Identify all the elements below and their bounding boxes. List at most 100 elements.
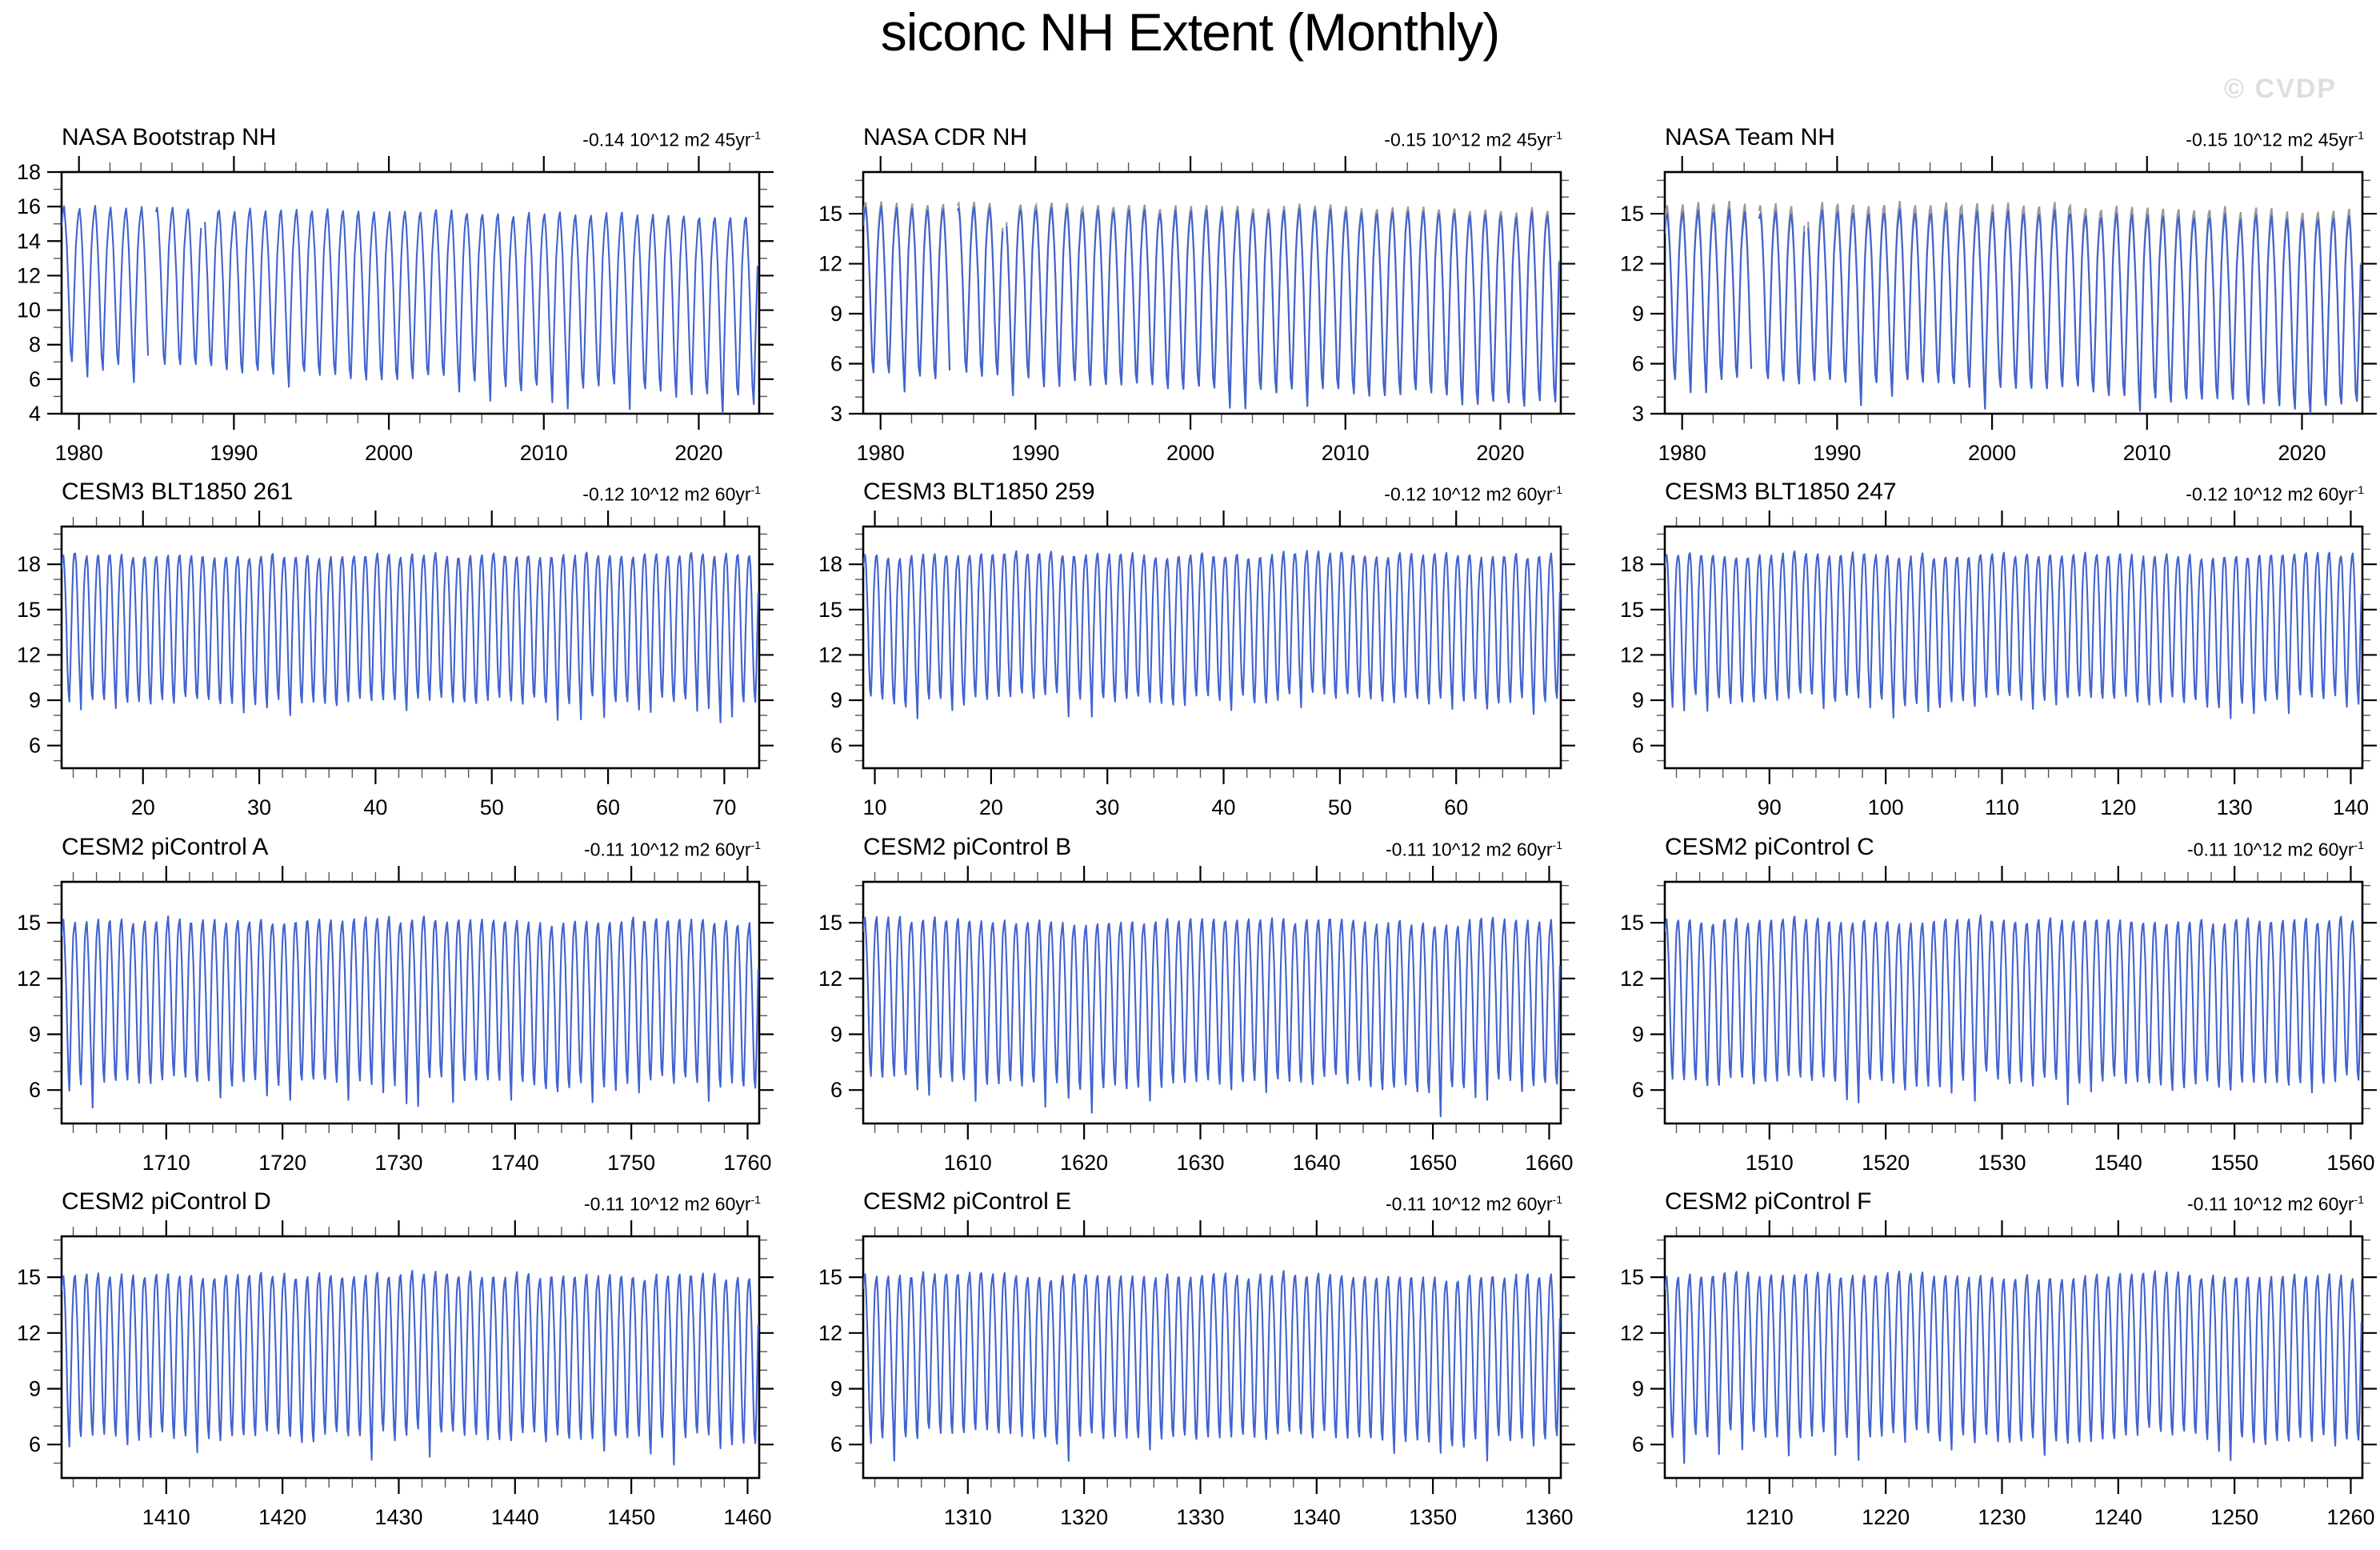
plot-frame [60, 525, 761, 770]
tick-label: 130 [2217, 795, 2253, 819]
tick-label: 50 [480, 795, 504, 819]
plot-title: CESM2 piControl E [863, 1188, 1072, 1215]
plot-frame [1663, 170, 2364, 415]
tick-label: 18 [17, 552, 41, 576]
tick-label: 1360 [1525, 1505, 1573, 1529]
tick-label: 15 [818, 1265, 842, 1289]
plot-trend-exponent: -1 [1552, 839, 1562, 852]
tick-label: 9 [1632, 688, 1644, 712]
tick-label: 16 [17, 194, 41, 218]
plot-canvas: 1980 1990 2000 2010 2020 4 6 8 10 12 14 16 18 [17, 156, 774, 465]
series-line [1665, 1270, 2362, 1464]
tick-label: 4 [29, 402, 41, 426]
tick-label: 9 [29, 1022, 41, 1046]
tick-label: 1540 [2094, 1151, 2142, 1175]
tick-label: 1310 [944, 1505, 992, 1529]
plot-trend-exponent: -1 [2354, 483, 2364, 497]
plot-trend-label: -0.12 10^12 m2 60yr-1 [2186, 484, 2364, 504]
plot-title: CESM3 BLT1850 247 [1665, 479, 1897, 505]
figure-title: siconc NH Extent (Monthly) [880, 2, 1501, 62]
plot-frame [60, 170, 761, 415]
tick-label: 15 [1620, 1265, 1644, 1289]
tick-label: 2020 [674, 441, 722, 465]
tick-label: 12 [17, 967, 41, 991]
tick-label: 2010 [520, 441, 568, 465]
tick-label: 110 [1985, 795, 2019, 819]
plot-trend-label: -0.14 10^12 m2 45yr-1 [582, 130, 761, 150]
tick-label: 10 [863, 795, 887, 819]
tick-label: 10 [17, 298, 41, 322]
plot-trend-exponent: -1 [750, 129, 761, 142]
tick-label: 1760 [723, 1151, 771, 1175]
panel-header: CESM2 piControl C -0.11 10^12 m2 60yr-1 [1665, 826, 2364, 859]
tick-label: 2000 [1166, 441, 1214, 465]
series-line [863, 550, 1561, 719]
panel-cesm2-picontrol-c: CESM2 piControl C -0.11 10^12 m2 60yr-1 15… [1609, 826, 2380, 1175]
tick-label: 1250 [2210, 1505, 2258, 1529]
tick-label: 9 [830, 302, 842, 326]
tick-label: 18 [818, 552, 842, 576]
panel-cesm2-picontrol-a: CESM2 piControl A -0.11 10^12 m2 60yr-1 17… [6, 826, 799, 1175]
panel-cesm2-picontrol-b: CESM2 piControl B -0.11 10^12 m2 60yr-1 16… [807, 826, 1601, 1175]
tick-label: 8 [29, 333, 41, 357]
tick-label: 120 [2100, 795, 2136, 819]
tick-label: 9 [1632, 1022, 1644, 1046]
tick-label: 12 [1620, 967, 1644, 991]
panel-header: CESM3 BLT1850 259 -0.12 10^12 m2 60yr-1 [863, 471, 1562, 504]
series-line [62, 915, 759, 1109]
series-line [1665, 914, 2362, 1106]
tick-label: 1980 [857, 441, 905, 465]
tick-label: 6 [1632, 734, 1644, 758]
plot-trend-exponent: -1 [2354, 1193, 2364, 1207]
plot-canvas: 1210 1220 1230 1240 1250 1260 6 9 12 15 [1620, 1220, 2377, 1529]
tick-label: 1980 [55, 441, 103, 465]
tick-label: 50 [1328, 795, 1352, 819]
plot-trend-exponent: -1 [1552, 483, 1562, 497]
tick-label: 12 [818, 643, 842, 667]
tick-label: 1440 [491, 1505, 539, 1529]
tick-label: 6 [830, 734, 842, 758]
series-line [1665, 550, 2362, 719]
tick-label: 12 [17, 643, 41, 667]
panel-header: CESM3 BLT1850 247 -0.12 10^12 m2 60yr-1 [1665, 471, 2364, 504]
plot-trend-label: -0.11 10^12 m2 60yr-1 [1386, 839, 1562, 859]
panel-header: CESM2 piControl B -0.11 10^12 m2 60yr-1 [863, 826, 1562, 859]
panel-header: CESM2 piControl D -0.11 10^12 m2 60yr-1 [62, 1180, 761, 1214]
tick-label: 1350 [1409, 1505, 1457, 1529]
tick-label: 1320 [1060, 1505, 1108, 1529]
plot-trend-value: -0.15 10^12 m2 45yr [2186, 130, 2354, 150]
tick-label: 3 [830, 402, 842, 426]
tick-label: 12 [17, 263, 41, 287]
tick-label: 12 [818, 967, 842, 991]
panel-nasa-bootstrap-nh: NASA Bootstrap NH -0.14 10^12 m2 45yr-1 19… [6, 116, 799, 465]
plot-title: NASA CDR NH [863, 124, 1028, 150]
tick-label: 6 [1632, 1432, 1644, 1456]
tick-label: 1560 [2326, 1151, 2374, 1175]
plot-title: CESM2 piControl A [62, 834, 269, 860]
tick-label: 15 [1620, 911, 1644, 935]
tick-label: 1260 [2326, 1505, 2374, 1529]
plot-trend-exponent: -1 [750, 1193, 761, 1207]
tick-label: 6 [1632, 1078, 1644, 1102]
plot-title: CESM3 BLT1850 261 [62, 479, 294, 505]
plot-canvas: 1510 1520 1530 1540 1550 1560 6 9 12 15 [1620, 866, 2377, 1175]
tick-label: 18 [1620, 552, 1644, 576]
tick-label: 9 [830, 1376, 842, 1400]
series-line [1665, 208, 2362, 414]
tick-label: 1550 [2210, 1151, 2258, 1175]
tick-label: 1660 [1525, 1151, 1573, 1175]
panel-header: CESM3 BLT1850 261 -0.12 10^12 m2 60yr-1 [62, 471, 761, 504]
tick-label: 2000 [365, 441, 413, 465]
plot-trend-label: -0.12 10^12 m2 60yr-1 [1384, 484, 1562, 504]
tick-label: 60 [596, 795, 620, 819]
tick-label: 1220 [1862, 1505, 1910, 1529]
plot-title: CESM2 piControl C [1665, 834, 1874, 860]
plot-trend-value: -0.12 10^12 m2 60yr [1384, 484, 1553, 505]
plot-trend-exponent: -1 [750, 483, 761, 497]
plot-trend-exponent: -1 [2354, 839, 2364, 852]
tick-label: 1990 [1813, 441, 1861, 465]
tick-label: 1340 [1293, 1505, 1341, 1529]
panel-header: CESM2 piControl E -0.11 10^12 m2 60yr-1 [863, 1180, 1562, 1214]
plot-frame [862, 880, 1562, 1125]
